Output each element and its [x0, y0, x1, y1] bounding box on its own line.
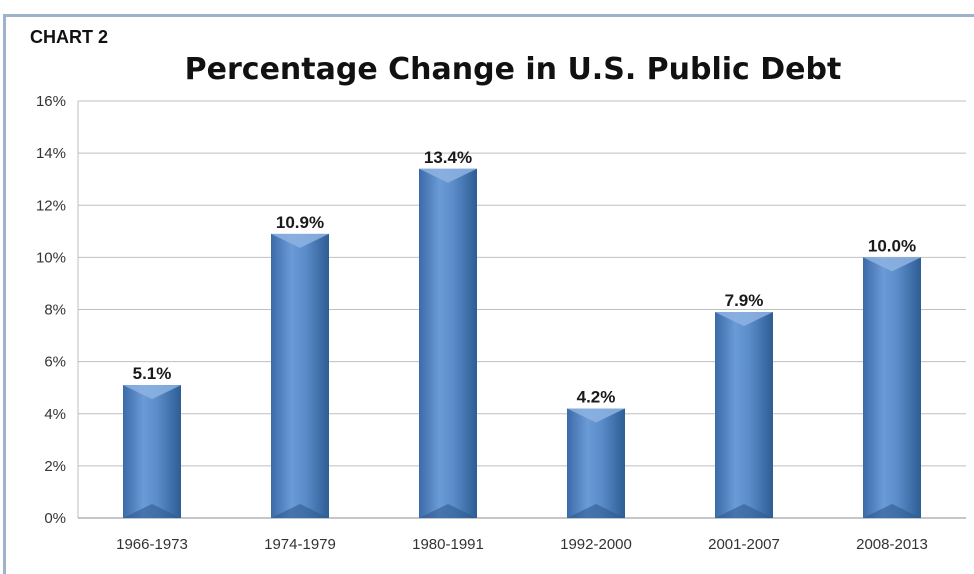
bar-group: 10.0% [863, 236, 921, 518]
y-tick-label: 10% [36, 249, 66, 266]
bar-bottom-bevel [863, 504, 921, 518]
bar-bottom-bevel [567, 504, 625, 518]
y-axis-tick-labels: 0% 2% 4% 6% 8% 10% 12% 14% 16% [36, 93, 66, 527]
bars: 5.1% 10.9% 13.4% 4.2% 7.9% 10.0% [123, 148, 921, 518]
bar-top-bevel [419, 168, 477, 183]
bar-group: 5.1% [123, 364, 181, 518]
y-tick-label: 14% [36, 145, 66, 162]
bar-group: 10.9% [271, 213, 329, 518]
bar-group: 4.2% [567, 388, 625, 518]
y-tick-label: 8% [44, 302, 66, 319]
bar [419, 168, 477, 518]
chart-title: Percentage Change in U.S. Public Debt [184, 52, 842, 87]
bar-top-bevel [271, 233, 329, 248]
bar [715, 312, 773, 518]
gridlines [77, 100, 966, 519]
bar-top-bevel [123, 385, 181, 400]
y-tick-label: 6% [44, 354, 66, 371]
bar-top-bevel [567, 408, 625, 423]
bar-bottom-bevel [419, 504, 477, 518]
chart-number-label: CHART 2 [30, 27, 109, 47]
x-tick-label: 1980-1991 [412, 536, 484, 553]
y-tick-label: 16% [36, 93, 66, 110]
data-label: 5.1% [133, 364, 172, 383]
y-tick-label: 0% [44, 510, 66, 527]
y-tick-label: 12% [36, 197, 66, 214]
x-tick-label: 1974-1979 [264, 536, 336, 553]
bar [567, 408, 625, 518]
bar-bottom-bevel [271, 504, 329, 518]
x-tick-label: 1966-1973 [116, 536, 188, 553]
bar-group: 7.9% [715, 291, 773, 518]
y-tick-label: 4% [44, 406, 66, 423]
x-tick-label: 1992-2000 [560, 536, 632, 553]
bar [271, 233, 329, 518]
data-label: 4.2% [577, 388, 616, 407]
bar-bottom-bevel [123, 504, 181, 518]
bar [123, 385, 181, 518]
data-label: 10.0% [868, 236, 916, 255]
x-axis-tick-labels: 1966-1973 1974-1979 1980-1991 1992-2000 2001… [116, 536, 928, 553]
bar-top-bevel [863, 257, 921, 272]
data-label: 10.9% [276, 213, 324, 232]
bar-bottom-bevel [715, 504, 773, 518]
x-tick-label: 2008-2013 [856, 536, 928, 553]
y-tick-label: 2% [44, 458, 66, 475]
data-label: 13.4% [424, 148, 472, 167]
x-tick-label: 2001-2007 [708, 536, 780, 553]
bar-group: 13.4% [419, 148, 477, 518]
bar [863, 257, 921, 518]
bar-chart: 0% 2% 4% 6% 8% 10% 12% 14% 16% 5.1% 10.9% 13.4% 4.2… [36, 93, 966, 553]
bar-top-bevel [715, 312, 773, 327]
data-label: 7.9% [725, 291, 764, 310]
